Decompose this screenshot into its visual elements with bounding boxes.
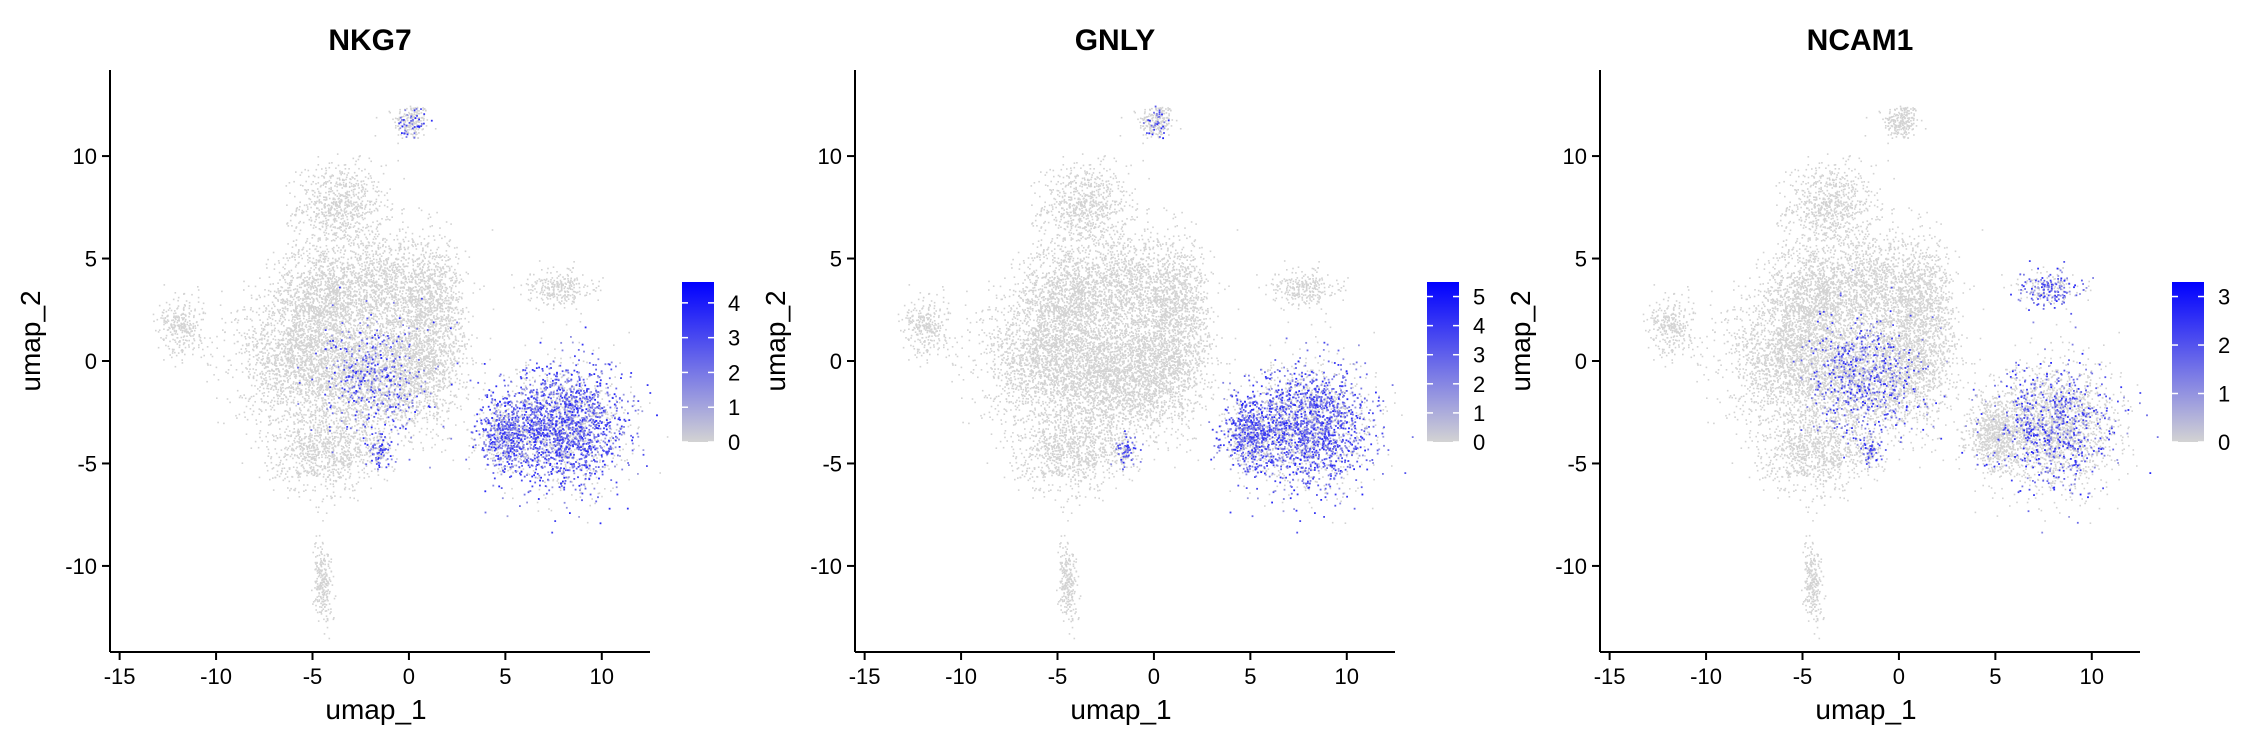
- umap-panel-ncam1: -15 -10 -5 0 5 10 -10 -5 0 5 10 NCAM1 umap_1 umap_2 0 1…: [1505, 24, 2230, 725]
- y-tick-label: 0: [1575, 349, 1587, 374]
- colorbar-tick-label: 3: [728, 326, 740, 351]
- colorbar-tick-label: 0: [728, 430, 740, 455]
- y-tick-label: -10: [1555, 554, 1587, 579]
- y-tick-label: 10: [1563, 144, 1587, 169]
- x-tick-label: -5: [303, 664, 323, 689]
- y-axis-label: umap_2: [15, 290, 46, 391]
- colorbar-tick-label: 4: [1473, 314, 1485, 339]
- x-tick-label: 0: [403, 664, 415, 689]
- x-axis-label: umap_1: [1815, 694, 1916, 725]
- y-tick-label: 0: [830, 349, 842, 374]
- y-tick-label: 10: [73, 144, 97, 169]
- y-tick-label: 5: [85, 247, 97, 272]
- x-tick-label: 10: [1335, 664, 1359, 689]
- y-tick-label: 5: [1575, 247, 1587, 272]
- colorbar-tick-label: 5: [1473, 285, 1485, 310]
- y-tick-label: 0: [85, 349, 97, 374]
- y-axis-label: umap_2: [1505, 290, 1536, 391]
- x-tick-label: -10: [945, 664, 977, 689]
- x-tick-label: 10: [590, 664, 614, 689]
- x-tick-label: -15: [1594, 664, 1626, 689]
- colorbar-tick-label: 3: [1473, 343, 1485, 368]
- y-tick-label: 10: [818, 144, 842, 169]
- umap-panel-gnly: -15 -10 -5 0 5 10 -10 -5 0 5 10 GNLY umap_1 umap_2 0 1 2…: [760, 24, 1485, 725]
- y-axis-label: umap_2: [760, 290, 791, 391]
- y-tick-label: -5: [822, 451, 842, 476]
- x-tick-label: -5: [1793, 664, 1813, 689]
- x-tick-label: -5: [1048, 664, 1068, 689]
- x-tick-label: -15: [849, 664, 881, 689]
- panel-title: NCAM1: [1807, 24, 1914, 57]
- x-tick-label: 5: [1989, 664, 2001, 689]
- umap-points: [1643, 106, 2159, 640]
- x-axis-label: umap_1: [1070, 694, 1171, 725]
- colorbar-tick-label: 0: [1473, 430, 1485, 455]
- y-tick-label: -10: [65, 554, 97, 579]
- x-tick-label: -15: [104, 664, 136, 689]
- colorbar-tick-label: 1: [728, 395, 740, 420]
- colorbar-tick-label: 1: [1473, 401, 1485, 426]
- x-tick-label: -10: [1690, 664, 1722, 689]
- colorbar-tick-label: 2: [1473, 372, 1485, 397]
- colorbar: [1427, 282, 1459, 442]
- x-tick-label: 5: [499, 664, 511, 689]
- colorbar-tick-label: 4: [728, 291, 740, 316]
- colorbar: [2172, 282, 2204, 442]
- y-tick-label: -5: [1567, 451, 1587, 476]
- panel-title: GNLY: [1075, 24, 1156, 57]
- colorbar-tick-label: 0: [2218, 430, 2230, 455]
- colorbar: [682, 282, 714, 442]
- umap-points: [898, 106, 1414, 640]
- colorbar-tick-label: 2: [2218, 333, 2230, 358]
- x-tick-label: 5: [1244, 664, 1256, 689]
- colorbar-tick-label: 3: [2218, 285, 2230, 310]
- umap-panel-nkg7: -15 -10 -5 0 5 10 -10 -5 0 5 10 NKG7 umap_1 umap_2 0 1 2…: [15, 24, 740, 725]
- colorbar-tick-label: 1: [2218, 382, 2230, 407]
- x-tick-label: 0: [1148, 664, 1160, 689]
- colorbar-tick-label: 2: [728, 360, 740, 385]
- x-tick-label: -10: [200, 664, 232, 689]
- y-tick-label: -5: [77, 451, 97, 476]
- y-tick-label: 5: [830, 247, 842, 272]
- x-tick-label: 0: [1893, 664, 1905, 689]
- x-axis-label: umap_1: [325, 694, 426, 725]
- panel-title: NKG7: [328, 24, 411, 57]
- umap-points: [153, 106, 669, 640]
- y-tick-label: -10: [810, 554, 842, 579]
- x-tick-label: 10: [2080, 664, 2104, 689]
